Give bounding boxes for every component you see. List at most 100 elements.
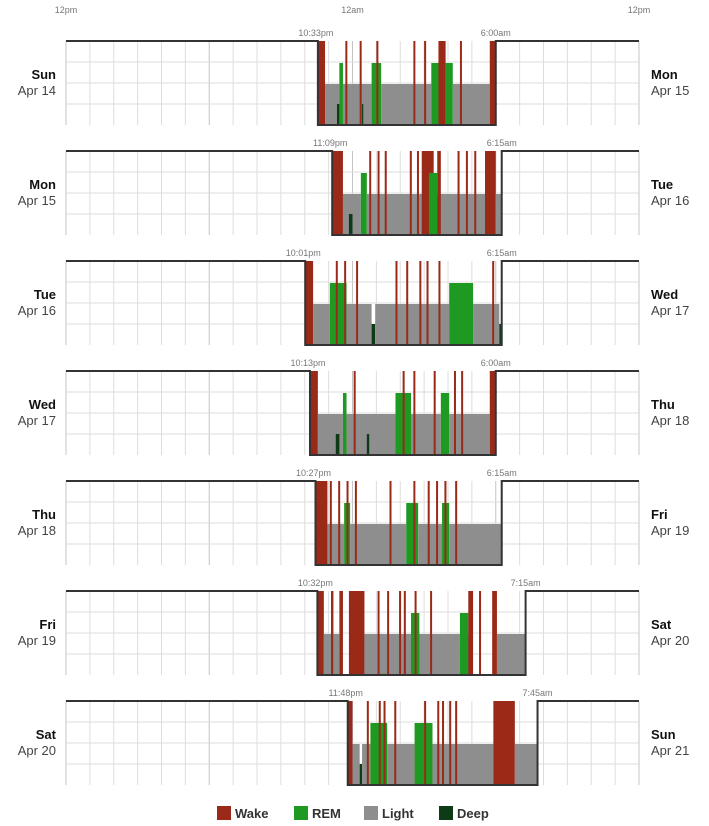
bedtime-label: 11:48pm [329,688,363,698]
wake-spike [455,701,458,785]
wake-spike [437,701,440,785]
deep-segment [336,104,340,125]
wake-spike [459,41,462,125]
date: Apr 20 [651,633,690,648]
light-segment [514,744,538,785]
wake-spike [419,261,422,345]
day-of-week: Fri [39,617,56,632]
waketime-label: 7:15am [511,578,541,588]
wake-spike [433,371,436,455]
wake-spike [335,261,338,345]
waketime-label: 6:00am [481,358,511,368]
date: Apr 19 [651,523,690,538]
date: Apr 15 [651,83,690,98]
night-panel: 10:32pm 7:15am [65,578,640,676]
bedtime-label: 10:13pm [290,358,325,368]
date: Apr 15 [17,193,56,208]
start-day-label: Sat Apr 20 [0,727,56,759]
sleep-outline [66,590,639,676]
wake-spike [399,591,402,675]
wake-segment [492,591,497,675]
wake-spike [378,701,381,785]
bedtime-label: 10:01pm [286,248,321,258]
legend-label: Wake [235,806,269,821]
date: Apr 16 [17,303,56,318]
rem-segment [428,173,438,235]
date: Apr 18 [651,413,690,428]
light-segment [350,524,407,565]
light-segment [342,84,372,125]
wake-segment [489,371,496,455]
wake-spike [384,151,387,235]
wake-spike [416,151,419,235]
deep-segment [348,214,353,235]
start-day-label: Tue Apr 16 [0,287,56,319]
start-day-label: Wed Apr 17 [0,397,56,429]
sleep-outline [66,40,639,126]
wake-segment [437,151,441,235]
sleep-outline [66,480,639,566]
date: Apr 16 [651,193,690,208]
date: Apr 17 [651,303,690,318]
wake-spike [395,261,398,345]
wake-segment [493,701,515,785]
wake-segment [438,41,446,125]
sleep-outline [66,150,639,236]
wake-spike [369,151,372,235]
day-of-week: Thu [32,507,56,522]
sleep-outline [66,260,639,346]
wake-spike [359,41,362,125]
wake-spike [438,261,441,345]
axis-tick-label: 12pm [55,5,78,15]
day-of-week: Sun [651,727,676,742]
deep-segment [359,764,363,785]
wake-spike [461,371,464,455]
waketime-label: 6:15am [487,138,517,148]
legend-label: Deep [457,806,489,821]
sleep-outline [66,370,639,456]
deep-segment [362,104,364,125]
bedtime-label: 11:09pm [313,138,347,148]
wake-segment [347,701,353,785]
date: Apr 17 [17,413,56,428]
wake-spike [427,481,430,565]
day-of-week: Sat [35,727,56,742]
night-panel: 10:13pm 6:00am [65,358,640,456]
wake-spike [338,481,341,565]
bedtime-label: 10:32pm [298,578,333,588]
day-of-week: Wed [651,287,679,302]
day-of-week: Sun [31,67,56,82]
wake-spike [414,591,417,675]
legend-label: REM [312,806,341,821]
wake-spike [394,701,397,785]
legend: Wake REM Light Deep [0,805,709,825]
wake-segment [310,371,318,455]
date: Apr 21 [651,743,690,758]
wake-segment [339,591,343,675]
day-of-week: Mon [29,177,56,192]
sleep-outline [66,700,639,786]
wake-spike [356,261,359,345]
wake-spike [377,151,380,235]
wake-segment [468,591,474,675]
rem-segment [414,723,433,785]
axis-tick-label: 12am [341,5,364,15]
rem-segment [459,613,469,675]
wake-spike [377,591,380,675]
wake-spike [479,591,482,675]
wake-spike [442,701,445,785]
wake-spike [406,261,409,345]
wake-spike [492,261,495,345]
night-panel: 10:33pm 6:00am [65,28,640,126]
wake-segment [485,151,496,235]
wake-segment [305,261,314,345]
legend-label: Light [382,806,414,821]
legend-swatch [294,806,308,820]
day-of-week: Tue [33,287,56,302]
wake-spike [329,481,332,565]
rem-segment [431,63,443,125]
light-segment [342,194,353,235]
wake-spike [344,261,347,345]
wake-spike [366,701,369,785]
